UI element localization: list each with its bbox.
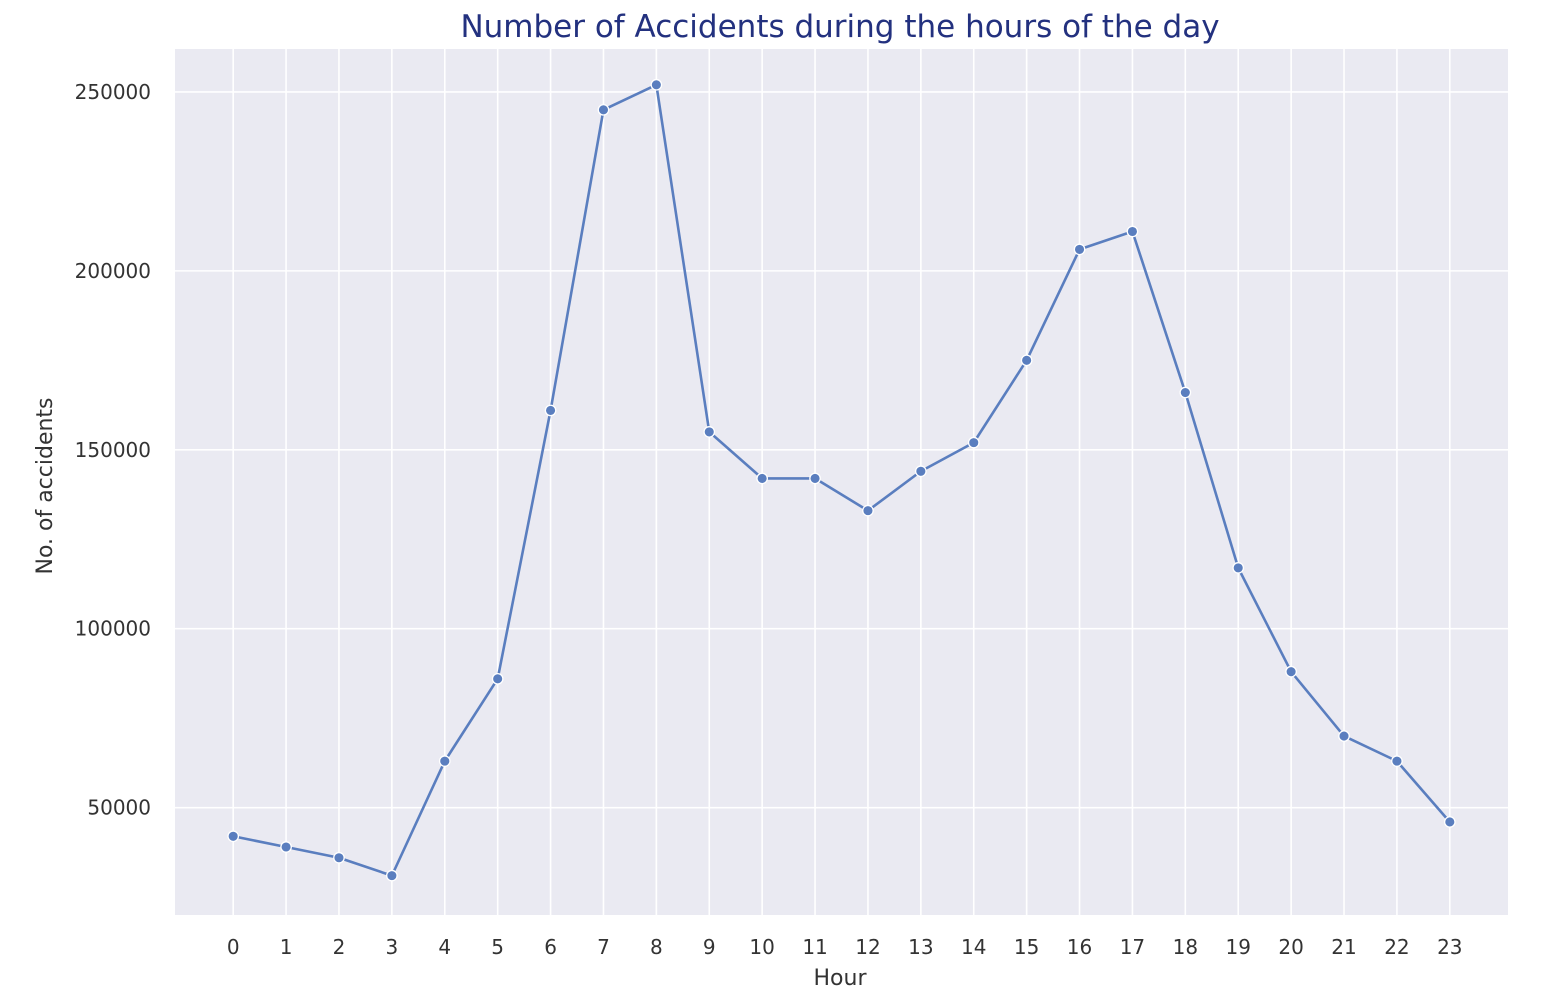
data-point — [756, 472, 769, 485]
data-point — [1126, 225, 1139, 238]
x-tick-label: 7 — [597, 935, 610, 959]
x-tick-label: 20 — [1278, 935, 1303, 959]
y-tick-label: 150000 — [75, 438, 151, 462]
x-tick-label: 17 — [1120, 935, 1145, 959]
x-tick-label: 4 — [438, 935, 451, 959]
series-layer — [227, 78, 1456, 882]
data-point — [914, 465, 927, 478]
x-tick-label: 9 — [703, 935, 716, 959]
tick-labels: 0 1 2 3 4 5 6 7 8 9 10 11 12 13 14 15 16 17 18 19 20 21 22 2350… — [75, 80, 1463, 959]
x-tick-label: 0 — [227, 935, 240, 959]
x-tick-label: 6 — [544, 935, 557, 959]
data-point — [1338, 730, 1350, 742]
data-point — [1179, 386, 1192, 399]
x-tick-label: 15 — [1014, 935, 1039, 959]
x-tick-label: 23 — [1437, 935, 1462, 959]
data-point — [809, 472, 821, 485]
y-tick-label: 200000 — [75, 259, 151, 283]
data-point — [491, 672, 504, 685]
data-point — [544, 404, 557, 417]
data-point — [280, 841, 292, 853]
x-tick-label: 8 — [650, 935, 663, 959]
data-point — [1020, 354, 1033, 367]
data-point — [1443, 816, 1456, 828]
y-tick-label: 50000 — [87, 796, 151, 820]
data-point — [597, 103, 610, 116]
x-tick-label: 5 — [491, 935, 504, 959]
chart-title: Number of Accidents during the hours of … — [460, 9, 1219, 45]
x-tick-label: 16 — [1067, 935, 1092, 959]
plot-area — [175, 49, 1508, 915]
data-point — [650, 78, 663, 91]
y-axis-label: No. of accidents — [33, 397, 58, 574]
data-point — [386, 869, 398, 882]
data-point — [967, 436, 980, 449]
data-point — [1285, 665, 1297, 678]
x-axis-label: Hour — [814, 966, 868, 991]
data-point — [1232, 562, 1245, 574]
x-tick-label: 21 — [1331, 935, 1356, 959]
x-tick-label: 10 — [749, 935, 774, 959]
x-tick-label: 18 — [1173, 935, 1198, 959]
data-point — [703, 426, 716, 438]
y-tick-label: 100000 — [75, 617, 151, 641]
x-tick-label: 2 — [333, 935, 346, 959]
x-tick-label: 12 — [855, 935, 880, 959]
grid-lines — [175, 49, 1508, 915]
x-tick-label: 22 — [1384, 935, 1409, 959]
y-tick-label: 250000 — [75, 80, 151, 104]
x-tick-label: 1 — [280, 935, 293, 959]
data-point — [333, 851, 345, 864]
x-tick-label: 13 — [908, 935, 933, 959]
data-point — [1391, 755, 1403, 767]
x-tick-label: 11 — [802, 935, 827, 959]
data-point — [862, 504, 874, 517]
data-point — [227, 830, 240, 843]
x-tick-label: 14 — [961, 935, 986, 959]
data-point — [438, 755, 451, 767]
x-tick-label: 19 — [1225, 935, 1250, 959]
data-point — [1073, 243, 1086, 256]
x-tick-label: 3 — [386, 935, 399, 959]
series-line — [232, 83, 1451, 877]
